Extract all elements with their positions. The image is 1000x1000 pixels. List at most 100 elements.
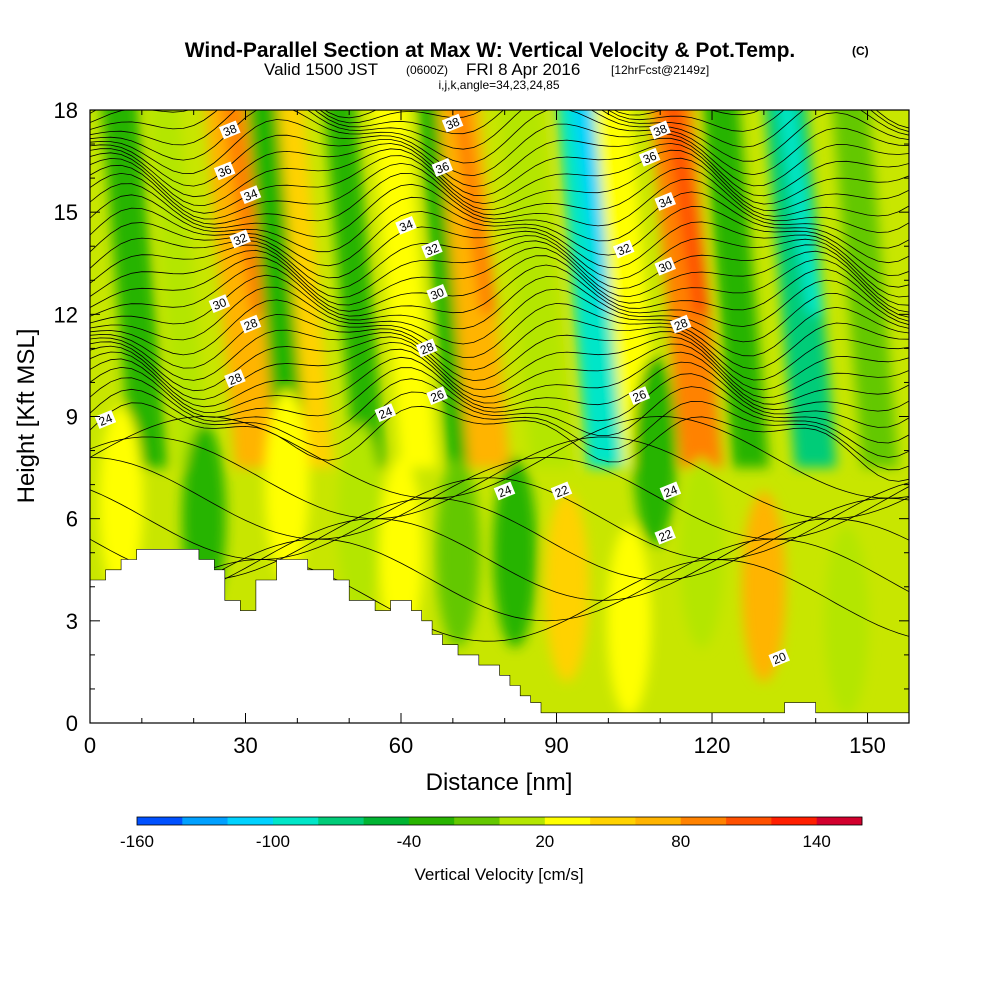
contour-label-text: 38 — [221, 121, 239, 139]
theta-contour-line — [90, 559, 909, 642]
x-tick-label: 0 — [84, 733, 96, 758]
subtitle-indices: i,j,k,angle=34,23,24,85 — [438, 78, 559, 92]
theta-contour-line — [90, 172, 909, 249]
y-tick-label: 9 — [66, 405, 78, 430]
theta-contour-line — [90, 183, 909, 264]
velocity-feature — [607, 525, 652, 716]
theta-contour-line — [90, 246, 909, 318]
contour-label-text: 28 — [242, 315, 260, 333]
chart-title-suffix: (C) — [852, 44, 869, 58]
theta-contour-line — [90, 538, 909, 622]
y-tick-label: 3 — [66, 609, 78, 634]
contour-label-text: 32 — [615, 240, 633, 258]
contour-label-text: 34 — [242, 186, 260, 204]
contour-label: 20 — [768, 648, 790, 667]
theta-contour-line — [90, 518, 909, 601]
contour-label-box — [612, 239, 635, 259]
colorbar-tick-label: -40 — [397, 832, 422, 851]
contour-label-box — [441, 113, 464, 133]
contour-label-text: 22 — [657, 527, 675, 545]
terrain-mask — [89, 548, 910, 724]
contour-label: 28 — [224, 369, 246, 388]
contour-label-text: 36 — [641, 149, 659, 167]
contour-label-box — [415, 338, 438, 358]
contour-label-text: 32 — [423, 240, 441, 258]
theta-contour-labels: 24 38 36 34 32 30 28 28 38 36 34 32 30 28 26 24 24 22 38 36… — [94, 113, 790, 667]
contour-label-box — [493, 481, 516, 501]
velocity-feature — [824, 525, 869, 716]
contour-label-text: 22 — [553, 482, 571, 500]
velocity-band — [703, 110, 770, 468]
contour-label: 36 — [431, 158, 454, 177]
contour-label: 28 — [669, 314, 692, 334]
theta-contour-line — [90, 366, 909, 444]
theta-contour-line — [90, 299, 909, 370]
colorbar-swatch — [272, 817, 319, 825]
colorbar-swatch — [544, 817, 591, 825]
contour-label: 34 — [654, 192, 676, 211]
velocity-band-core — [664, 110, 710, 315]
theta-contour-line — [90, 162, 909, 233]
theta-contour-line — [90, 356, 909, 428]
contour-label: 32 — [612, 239, 635, 259]
contour-label: 38 — [219, 120, 241, 139]
contour-label-box — [426, 386, 448, 406]
contour-label-text: 36 — [216, 162, 234, 180]
theta-contour-line — [90, 255, 909, 322]
y-tick-label: 18 — [54, 98, 78, 123]
contour-label-box — [426, 284, 448, 303]
contour-label-text: 26 — [631, 387, 649, 405]
contour-label: 22 — [550, 481, 573, 500]
velocity-feature — [633, 355, 678, 546]
velocity-band — [324, 110, 386, 468]
contour-label: 30 — [208, 294, 231, 313]
colorbar: -160 -100 -40 20 80 140 — [120, 816, 863, 851]
y-tick-label: 15 — [54, 200, 78, 225]
contour-label: 32 — [421, 239, 443, 259]
contour-label-box — [659, 481, 682, 501]
theta-contour-line — [90, 207, 909, 288]
y-tick-label: 0 — [66, 711, 78, 736]
contour-label-box — [654, 192, 676, 211]
x-tick-label: 150 — [849, 733, 886, 758]
theta-contour-line — [90, 235, 909, 306]
contour-label-text: 20 — [771, 649, 789, 667]
contour-label-text: 30 — [657, 258, 675, 276]
colorbar-swatch — [771, 817, 817, 825]
theta-contour-line — [90, 110, 909, 148]
contour-label-box — [654, 525, 676, 545]
theta-contour-line — [90, 286, 909, 357]
contour-label-text: 28 — [418, 339, 436, 357]
contour-label-text: 34 — [397, 217, 415, 235]
contour-label-text: 36 — [434, 159, 452, 177]
contour-label-box — [421, 239, 443, 259]
contour-label-box — [239, 185, 262, 205]
velocity-feature — [679, 457, 724, 648]
velocity-band — [371, 110, 438, 468]
colorbar-tick-label: -160 — [120, 832, 154, 851]
theta-contour-line — [90, 388, 909, 471]
colorbar-swatch — [137, 817, 183, 825]
contour-label: 24 — [374, 403, 397, 422]
contour-label-text: 30 — [428, 285, 446, 303]
contour-label-box — [628, 386, 651, 406]
contour-label: 28 — [239, 314, 262, 334]
y-axis-label: Height [Kft MSL] — [13, 329, 40, 504]
velocity-band — [278, 110, 334, 468]
theta-contour-line — [90, 416, 909, 499]
contour-label-box — [638, 147, 661, 167]
chart-title: Wind-Parallel Section at Max W: Vertical… — [185, 39, 796, 62]
subtitle-utc: (0600Z) — [406, 63, 448, 77]
theta-contour-line — [90, 222, 909, 298]
contour-label-text: 38 — [444, 114, 462, 132]
contour-label: 26 — [628, 386, 651, 406]
contour-label-box — [224, 369, 246, 388]
subtitle-run: [12hrFcst@2149z] — [611, 63, 709, 77]
contour-label-text: 24 — [377, 404, 395, 422]
velocity-feature — [337, 423, 382, 614]
contour-label: 34 — [239, 185, 262, 205]
x-axis: 0 30 60 90 120 150 — [84, 110, 886, 758]
contour-label-box — [649, 120, 671, 140]
contour-label-box — [94, 410, 117, 429]
velocity-band-core — [452, 110, 498, 315]
